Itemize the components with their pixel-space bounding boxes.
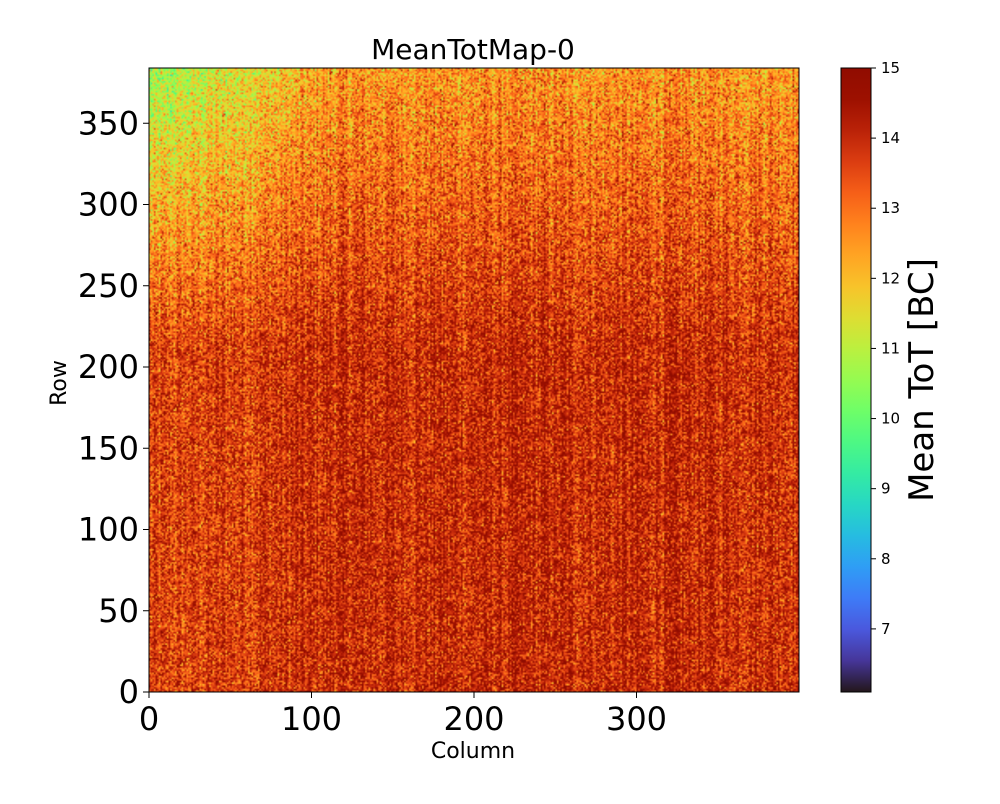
colorbar-frame	[840, 67, 872, 693]
y-tick-label: 100	[78, 511, 139, 549]
chart-title: MeanTotMap-0	[371, 33, 575, 66]
x-tick-label: 0	[139, 700, 159, 738]
y-tick-label: 250	[78, 267, 139, 305]
y-axis-label: Row	[47, 360, 72, 406]
y-tick-label: 150	[78, 429, 139, 467]
x-tick-label: 100	[281, 700, 342, 738]
x-tick-label: 200	[443, 700, 504, 738]
colorbar-tick-label: 13	[881, 199, 900, 217]
colorbar: 7 8 9 10 11 12 13 14 15 Mean ToT [BC]	[840, 59, 942, 693]
colorbar-tick-label: 11	[881, 339, 900, 357]
x-tick-label: 300	[606, 700, 667, 738]
colorbar-tick-label: 8	[881, 550, 891, 568]
y-tick-label: 300	[78, 186, 139, 224]
colorbar-tick-label: 10	[881, 410, 900, 428]
colorbar-tick-label: 7	[881, 620, 891, 638]
colorbar-tick-label: 9	[881, 480, 891, 498]
y-tick-label: 50	[98, 592, 139, 630]
colorbar-tick-label: 14	[881, 129, 900, 147]
colorbar-tick-label: 15	[881, 59, 900, 77]
x-axis: 0 100 200 300	[139, 692, 667, 738]
x-axis-label: Column	[431, 739, 515, 764]
colorbar-label: Mean ToT [BC]	[902, 258, 942, 502]
y-axis: 0 50 100 150 200 250 300 350	[78, 104, 149, 711]
y-tick-label: 350	[78, 104, 139, 142]
y-tick-label: 0	[119, 673, 139, 711]
heatmap-image	[149, 68, 799, 692]
colorbar-ticks: 7 8 9 10 11 12 13 14 15	[871, 59, 900, 638]
heatmap-area	[148, 67, 800, 693]
y-tick-label: 200	[78, 348, 139, 386]
colorbar-tick-label: 12	[881, 269, 900, 287]
colorbar-fill	[841, 68, 871, 692]
